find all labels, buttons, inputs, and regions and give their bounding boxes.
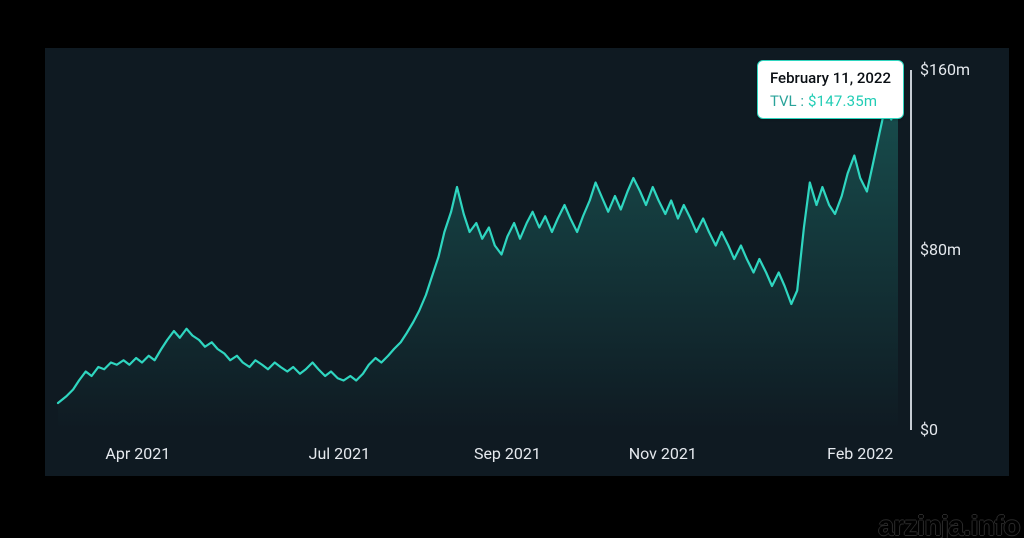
x-tick-label: Apr 2021 <box>105 444 170 463</box>
x-tick-label: Feb 2022 <box>827 444 893 463</box>
x-tick-label: Sep 2021 <box>474 444 541 463</box>
y-axis-line <box>910 70 912 430</box>
page-root: $0 $80m $160m Apr 2021 Jul 2021 Sep 2021 Nov … <box>0 0 1024 538</box>
y-tick-label: $0 <box>920 420 938 439</box>
y-tick-label: $160m <box>920 60 970 79</box>
tooltip-value: $147.35m <box>808 92 877 110</box>
y-tick-label: $80m <box>920 240 961 259</box>
chart-tooltip: February 11, 2022 TVL : $147.35m <box>757 60 904 119</box>
x-tick-label: Jul 2021 <box>309 444 370 463</box>
tooltip-label: TVL : <box>770 92 804 110</box>
x-tick-label: Nov 2021 <box>629 444 697 463</box>
chart-plot-area[interactable] <box>58 70 898 430</box>
chart-area-fill <box>58 93 898 431</box>
chart-svg <box>58 70 898 430</box>
watermark-text: arzinja.info <box>878 510 1020 538</box>
tooltip-date: February 11, 2022 <box>770 69 891 87</box>
